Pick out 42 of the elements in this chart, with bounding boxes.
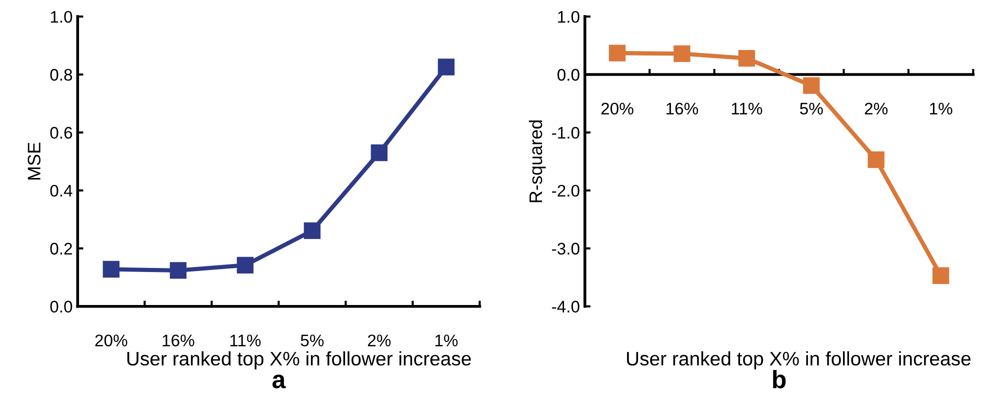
- y-tick-label: -3.0: [552, 242, 580, 255]
- point: [102, 260, 120, 278]
- x-axis-title: User ranked top X% in follower increase: [127, 351, 471, 370]
- y-tick-label: 1.0: [50, 10, 72, 23]
- point: [170, 262, 186, 279]
- point: [304, 222, 321, 240]
- x-tick-label: 20%: [95, 334, 128, 346]
- x-tick-label: 16%: [666, 102, 698, 115]
- y-tick-label: 1.0: [558, 10, 580, 23]
- x-tick-label: 16%: [162, 334, 194, 346]
- x-tick-label: 1%: [435, 334, 458, 346]
- x-tick-label: 2%: [368, 334, 391, 346]
- y-tick-label: 0.8: [50, 68, 72, 81]
- x-tick-label: 5%: [800, 102, 823, 115]
- y-axis-title: R-squared: [528, 120, 546, 202]
- y-tick-label: -2.0: [552, 184, 580, 197]
- x-tick-label: 5%: [300, 334, 324, 346]
- y-tick-label: 0.0: [558, 68, 580, 81]
- point: [803, 77, 820, 94]
- point: [438, 58, 455, 76]
- y-tick-label: -4.0: [552, 300, 580, 313]
- x-tick-label: 11%: [230, 334, 261, 346]
- point: [236, 256, 254, 274]
- text: a: [272, 374, 286, 388]
- y-tick-label: -1.0: [552, 126, 580, 139]
- point: [608, 44, 626, 62]
- point: [738, 50, 756, 67]
- x-tick-label: 2%: [864, 102, 888, 114]
- y-axis-title: MSE: [28, 142, 41, 180]
- x-tick-label: 20%: [601, 102, 634, 115]
- point: [932, 267, 950, 284]
- x-tick-label: 1%: [930, 102, 952, 114]
- y-tick-label: 0.6: [50, 126, 72, 139]
- y-tick-label: 0.4: [50, 184, 72, 197]
- x-axis-title: User ranked top X% in follower increase: [627, 351, 971, 370]
- point: [674, 45, 690, 62]
- y-tick-label: 0.0: [50, 300, 72, 313]
- x-tick-label: 11%: [732, 102, 762, 114]
- point: [868, 151, 884, 168]
- text: b: [773, 370, 786, 388]
- y-tick-label: 0.2: [50, 242, 72, 255]
- point: [370, 144, 388, 162]
